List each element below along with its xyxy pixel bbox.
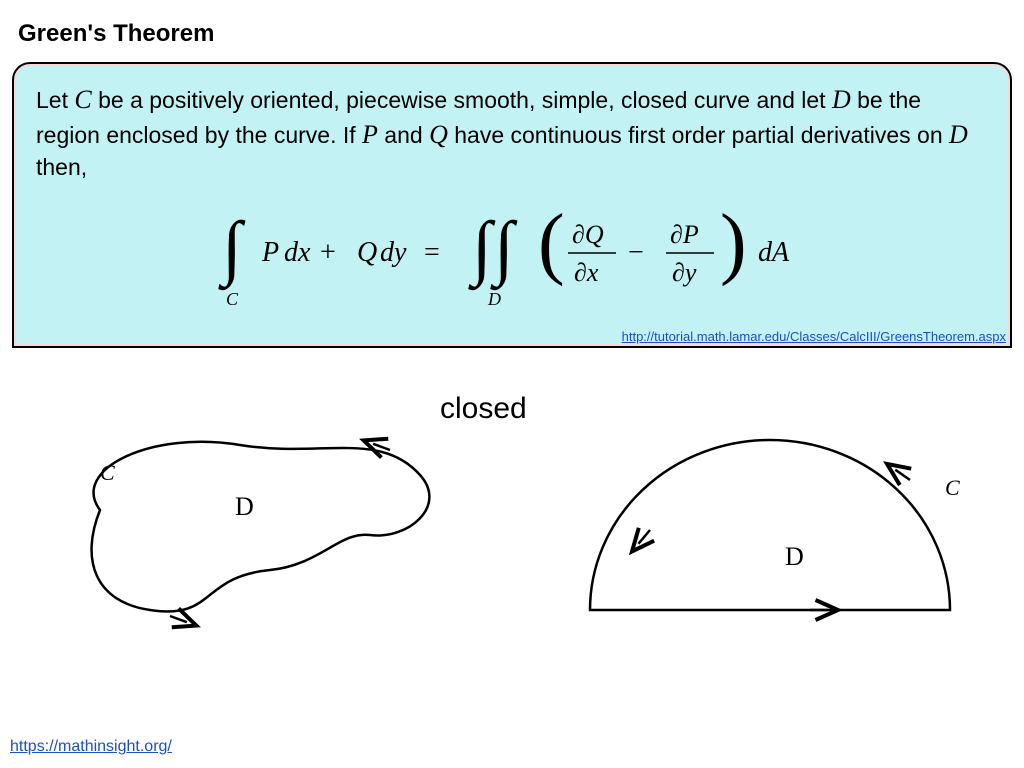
svg-text:∫: ∫ [218,207,246,291]
diagram-right: C D [590,440,960,610]
svg-text:C: C [100,460,115,485]
text-part: be a positively oriented, piecewise smoo… [92,87,832,113]
svg-text:∫: ∫ [468,207,496,291]
text-part: and [378,122,429,148]
page-title: Green's Theorem [18,20,214,48]
svg-text:D: D [785,542,804,571]
text-part: Let [36,87,74,113]
svg-text:Q: Q [357,237,377,268]
svg-text:∂x: ∂x [574,258,599,287]
svg-text:dy: dy [380,237,407,268]
greens-equation: ∫ C P dx + Q dy = ∫ ∫ D ( ∂Q ∂x [36,201,988,316]
text-part: then, [36,154,87,180]
svg-text:=: = [424,237,440,268]
svg-text:+: + [320,237,336,268]
svg-text:(: ( [538,201,565,287]
svg-text:∂P: ∂P [670,220,699,249]
theorem-box: Let C be a positively oriented, piecewis… [12,62,1012,348]
svg-text:): ) [720,201,747,287]
svg-text:∫: ∫ [490,207,518,291]
svg-text:dA: dA [758,237,790,268]
source-link-lamar[interactable]: http://tutorial.math.lamar.edu/Classes/C… [622,329,1006,344]
svg-text:∂Q: ∂Q [572,220,604,249]
source-link-mathinsight[interactable]: https://mathinsight.org/ [10,738,172,756]
var-C: C [74,85,91,114]
svg-text:C: C [945,475,960,500]
diagram-left: C D [92,442,430,622]
svg-text:D: D [235,492,254,521]
equation-svg: ∫ C P dx + Q dy = ∫ ∫ D ( ∂Q ∂x [192,201,832,311]
svg-text:−: − [628,237,644,268]
svg-text:P: P [261,237,279,268]
var-P: P [362,120,378,149]
svg-text:C: C [226,289,239,309]
diagrams-svg: C D C D [40,420,984,680]
var-D: D [832,85,851,114]
diagram-row: C D C D [40,420,984,680]
var-D2: D [949,120,968,149]
theorem-statement: Let C be a positively oriented, piecewis… [36,82,988,183]
text-part: have continuous first order partial deri… [448,122,949,148]
svg-text:D: D [487,289,501,309]
svg-text:∂y: ∂y [672,258,697,287]
var-Q: Q [429,120,448,149]
svg-text:dx: dx [284,237,311,268]
